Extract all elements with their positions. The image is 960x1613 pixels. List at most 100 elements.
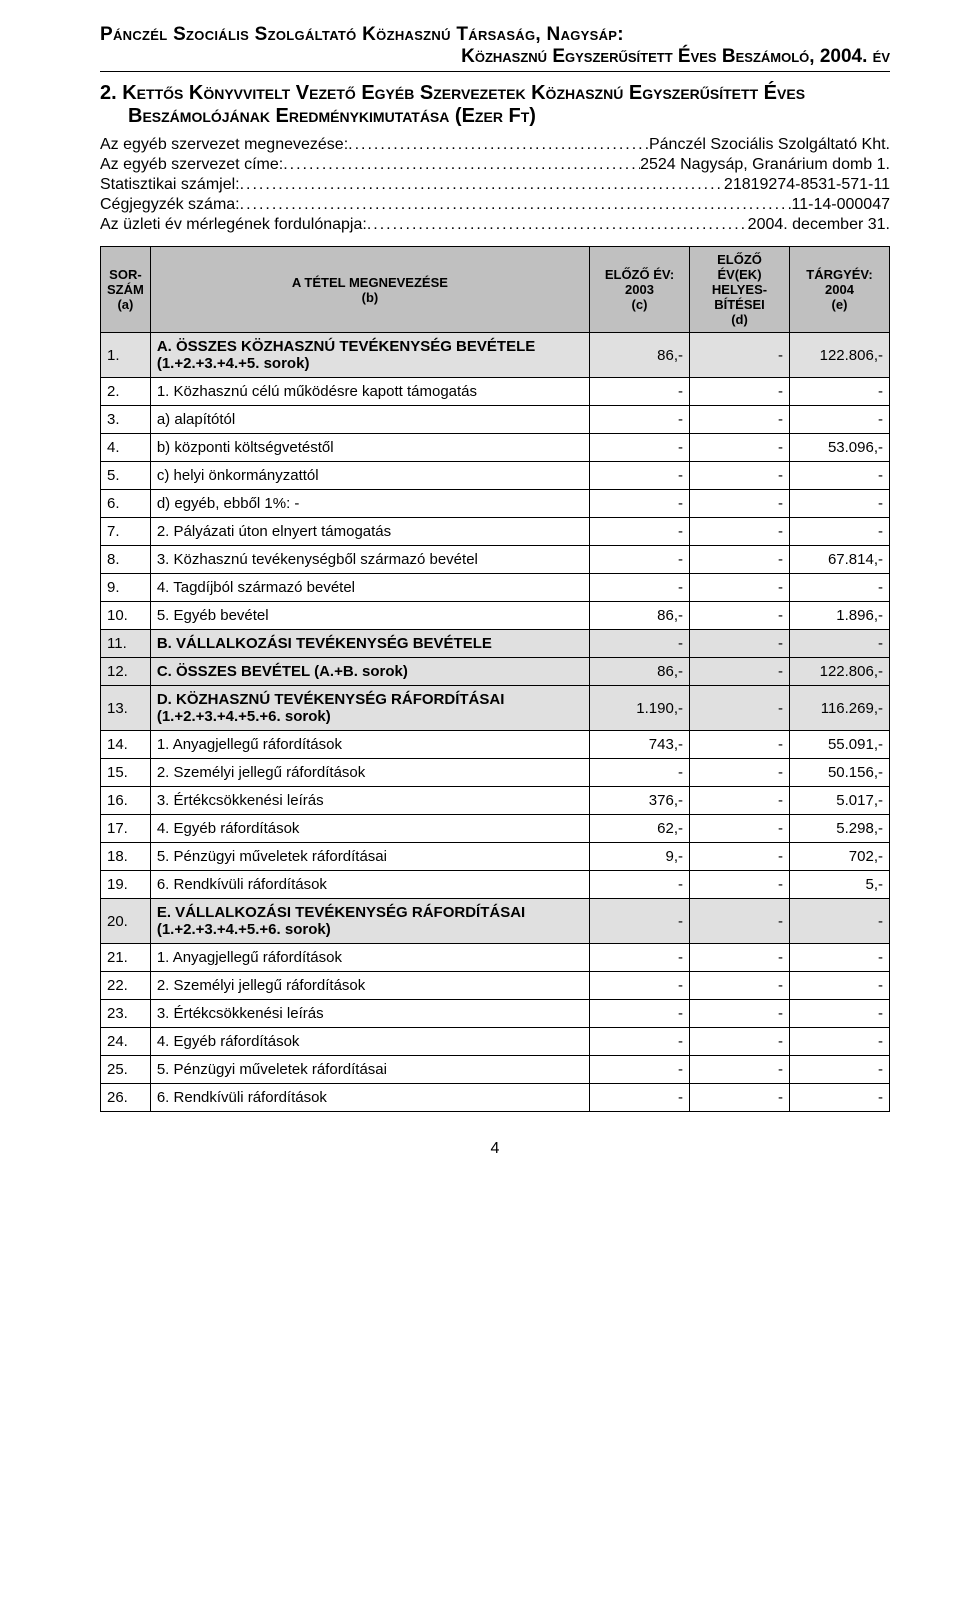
meta-label: Az egyéb szervezet címe: <box>100 156 283 174</box>
table-row: 24.4. Egyéb ráfordítások--- <box>101 1028 890 1056</box>
table-row: 9.4. Tagdíjból származó bevétel--- <box>101 574 890 602</box>
cell-prev: - <box>590 462 690 490</box>
cell-sor: 14. <box>101 731 151 759</box>
cell-curr: 1.896,- <box>790 602 890 630</box>
document-page: Pánczél Szociális Szolgáltató Közhasznú … <box>0 0 960 1182</box>
cell-sor: 11. <box>101 630 151 658</box>
cell-curr: - <box>790 462 890 490</box>
cell-sor: 4. <box>101 434 151 462</box>
cell-sor: 2. <box>101 378 151 406</box>
cell-desc: 2. Személyi jellegű ráfordítások <box>150 972 589 1000</box>
meta-row: Cégjegyzék száma:11-14-000047 <box>100 196 890 214</box>
cell-desc: 3. Értékcsökkenési leírás <box>150 1000 589 1028</box>
cell-desc: 1. Anyagjellegű ráfordítások <box>150 944 589 972</box>
table-row: 23.3. Értékcsökkenési leírás--- <box>101 1000 890 1028</box>
cell-desc: 5. Pénzügyi műveletek ráfordításai <box>150 1056 589 1084</box>
cell-prev: - <box>590 574 690 602</box>
cell-curr: - <box>790 1056 890 1084</box>
cell-curr: - <box>790 1084 890 1112</box>
meta-label: Statisztikai számjel: <box>100 176 240 194</box>
cell-curr: - <box>790 1028 890 1056</box>
cell-corr: - <box>690 815 790 843</box>
cell-desc: 6. Rendkívüli ráfordítások <box>150 1084 589 1112</box>
cell-sor: 23. <box>101 1000 151 1028</box>
table-row: 16.3. Értékcsökkenési leírás376,--5.017,… <box>101 787 890 815</box>
cell-prev: 9,- <box>590 843 690 871</box>
table-row: 7.2. Pályázati úton elnyert támogatás--- <box>101 518 890 546</box>
cell-corr: - <box>690 406 790 434</box>
cell-prev: 62,- <box>590 815 690 843</box>
col-header-desc: A TÉTEL MEGNEVEZÉSE (b) <box>150 247 589 333</box>
meta-value: Pánczél Szociális Szolgáltató Kht. <box>649 136 890 154</box>
cell-desc: 5. Pénzügyi műveletek ráfordításai <box>150 843 589 871</box>
table-row: 22.2. Személyi jellegű ráfordítások--- <box>101 972 890 1000</box>
cell-curr: - <box>790 518 890 546</box>
table-row: 10.5. Egyéb bevétel86,--1.896,- <box>101 602 890 630</box>
table-row: 15.2. Személyi jellegű ráfordítások--50.… <box>101 759 890 787</box>
meta-label: Az üzleti év mérlegének fordulónapja: <box>100 216 367 234</box>
cell-sor: 13. <box>101 686 151 731</box>
table-row: 6.d) egyéb, ebből 1%: ---- <box>101 490 890 518</box>
cell-curr: - <box>790 378 890 406</box>
cell-corr: - <box>690 1028 790 1056</box>
cell-prev: - <box>590 944 690 972</box>
cell-sor: 25. <box>101 1056 151 1084</box>
cell-curr: 5.298,- <box>790 815 890 843</box>
cell-corr: - <box>690 843 790 871</box>
col-header-curr: TÁRGYÉV: 2004 (e) <box>790 247 890 333</box>
cell-desc: 6. Rendkívüli ráfordítások <box>150 871 589 899</box>
cell-corr: - <box>690 434 790 462</box>
cell-prev: - <box>590 871 690 899</box>
table-row: 26.6. Rendkívüli ráfordítások--- <box>101 1084 890 1112</box>
cell-prev: - <box>590 972 690 1000</box>
cell-prev: 86,- <box>590 602 690 630</box>
meta-value: 2004. december 31. <box>748 216 890 234</box>
cell-curr: - <box>790 944 890 972</box>
meta-value: 2524 Nagysáp, Granárium domb 1. <box>640 156 890 174</box>
cell-sor: 24. <box>101 1028 151 1056</box>
cell-curr: - <box>790 1000 890 1028</box>
cell-sor: 8. <box>101 546 151 574</box>
col-header-corr: ELŐZŐ ÉV(EK) HELYES- BÍTÉSEI (d) <box>690 247 790 333</box>
cell-desc: 5. Egyéb bevétel <box>150 602 589 630</box>
table-row: 17.4. Egyéb ráfordítások62,--5.298,- <box>101 815 890 843</box>
cell-prev: 86,- <box>590 333 690 378</box>
cell-desc: 4. Tagdíjból származó bevétel <box>150 574 589 602</box>
table-row: 5.c) helyi önkormányzattól--- <box>101 462 890 490</box>
cell-sor: 20. <box>101 899 151 944</box>
cell-desc: B. VÁLLALKOZÁSI TEVÉKENYSÉG BEVÉTELE <box>150 630 589 658</box>
cell-sor: 15. <box>101 759 151 787</box>
cell-corr: - <box>690 490 790 518</box>
cell-corr: - <box>690 787 790 815</box>
cell-corr: - <box>690 1056 790 1084</box>
cell-desc: 3. Értékcsökkenési leírás <box>150 787 589 815</box>
cell-prev: - <box>590 406 690 434</box>
meta-value: 11-14-000047 <box>792 196 890 214</box>
header-report: Közhasznú Egyszerűsített Éves Beszámoló,… <box>100 46 890 68</box>
table-row: 13.D. KÖZHASZNÚ TEVÉKENYSÉG RÁFORDÍTÁSAI… <box>101 686 890 731</box>
cell-desc: 4. Egyéb ráfordítások <box>150 1028 589 1056</box>
cell-desc: 3. Közhasznú tevékenységből származó bev… <box>150 546 589 574</box>
cell-corr: - <box>690 686 790 731</box>
cell-sor: 16. <box>101 787 151 815</box>
table-row: 4.b) központi költségvetéstől--53.096,- <box>101 434 890 462</box>
cell-prev: 743,- <box>590 731 690 759</box>
cell-corr: - <box>690 731 790 759</box>
cell-sor: 1. <box>101 333 151 378</box>
cell-sor: 10. <box>101 602 151 630</box>
meta-row: Az egyéb szervezet megnevezése:Pánczél S… <box>100 136 890 154</box>
cell-sor: 26. <box>101 1084 151 1112</box>
cell-prev: 86,- <box>590 658 690 686</box>
cell-corr: - <box>690 871 790 899</box>
table-row: 19.6. Rendkívüli ráfordítások--5,- <box>101 871 890 899</box>
table-row: 3.a) alapítótól--- <box>101 406 890 434</box>
cell-sor: 3. <box>101 406 151 434</box>
cell-curr: - <box>790 630 890 658</box>
table-row: 18.5. Pénzügyi műveletek ráfordításai9,-… <box>101 843 890 871</box>
cell-prev: - <box>590 434 690 462</box>
meta-dots <box>240 176 724 194</box>
cell-desc: c) helyi önkormányzattól <box>150 462 589 490</box>
cell-corr: - <box>690 1000 790 1028</box>
header-org: Pánczél Szociális Szolgáltató Közhasznú … <box>100 24 890 46</box>
income-statement-table: SOR- SZÁM (a) A TÉTEL MEGNEVEZÉSE (b) EL… <box>100 246 890 1112</box>
